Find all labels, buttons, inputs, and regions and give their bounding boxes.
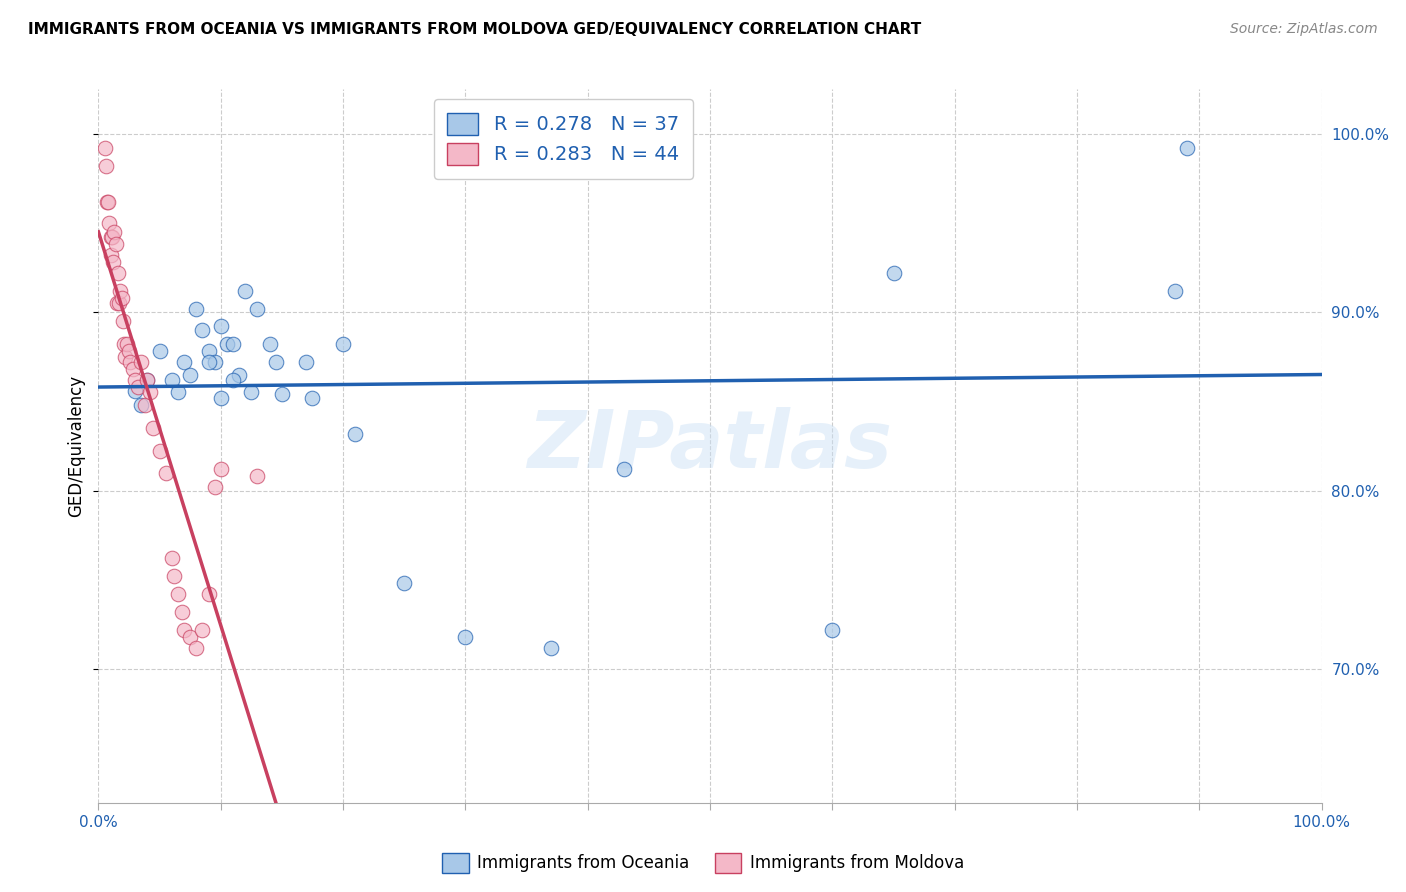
Point	[197, 355, 219, 369]
Point	[111, 291, 134, 305]
Point	[173, 355, 195, 369]
Point	[209, 462, 232, 476]
Point	[108, 296, 131, 310]
Point	[246, 469, 269, 483]
Point	[155, 466, 177, 480]
Point	[295, 355, 318, 369]
Point	[454, 630, 477, 644]
Point	[136, 373, 159, 387]
Point	[344, 426, 367, 441]
Point	[160, 373, 183, 387]
Point	[264, 355, 287, 369]
Point	[97, 194, 120, 209]
Point	[120, 355, 142, 369]
Point	[233, 284, 256, 298]
Point	[129, 398, 152, 412]
Point	[259, 337, 281, 351]
Point	[209, 391, 232, 405]
Point	[134, 398, 156, 412]
Point	[142, 421, 165, 435]
Y-axis label: GED/Equivalency: GED/Equivalency	[67, 375, 86, 517]
Point	[107, 266, 129, 280]
Point	[222, 373, 245, 387]
Point	[112, 337, 135, 351]
Point	[167, 587, 190, 601]
Text: IMMIGRANTS FROM OCEANIA VS IMMIGRANTS FROM MOLDOVA GED/EQUIVALENCY CORRELATION C: IMMIGRANTS FROM OCEANIA VS IMMIGRANTS FR…	[28, 22, 921, 37]
Point	[101, 255, 124, 269]
Point	[179, 630, 201, 644]
Point	[100, 248, 122, 262]
Point	[191, 623, 214, 637]
Point	[98, 216, 121, 230]
Point	[129, 355, 152, 369]
Legend: Immigrants from Oceania, Immigrants from Moldova: Immigrants from Oceania, Immigrants from…	[436, 847, 970, 880]
Point	[246, 301, 269, 316]
Point	[270, 387, 294, 401]
Point	[1164, 284, 1187, 298]
Point	[1175, 141, 1198, 155]
Point	[613, 462, 636, 476]
Point	[124, 373, 146, 387]
Point	[118, 344, 141, 359]
Point	[301, 391, 323, 405]
Point	[104, 237, 127, 252]
Point	[103, 225, 125, 239]
Point	[392, 576, 416, 591]
Point	[186, 640, 208, 655]
Point	[540, 640, 562, 655]
Point	[124, 384, 146, 398]
Point	[167, 385, 190, 400]
Point	[94, 159, 117, 173]
Point	[240, 385, 263, 400]
Text: Source: ZipAtlas.com: Source: ZipAtlas.com	[1230, 22, 1378, 37]
Text: ZIPatlas: ZIPatlas	[527, 407, 893, 485]
Point	[209, 319, 232, 334]
Point	[149, 344, 172, 359]
Point	[215, 337, 238, 351]
Point	[101, 230, 124, 244]
Point	[170, 605, 193, 619]
Point	[228, 368, 250, 382]
Point	[105, 296, 128, 310]
Point	[114, 350, 136, 364]
Point	[136, 373, 159, 387]
Point	[197, 344, 219, 359]
Point	[149, 444, 172, 458]
Point	[127, 380, 149, 394]
Point	[204, 480, 226, 494]
Point	[163, 569, 186, 583]
Point	[115, 337, 138, 351]
Point	[204, 355, 226, 369]
Point	[96, 194, 118, 209]
Point	[186, 301, 208, 316]
Point	[173, 623, 195, 637]
Point	[179, 368, 201, 382]
Point	[222, 337, 245, 351]
Point	[883, 266, 905, 280]
Point	[191, 323, 214, 337]
Point	[139, 385, 162, 400]
Point	[100, 230, 122, 244]
Point	[110, 284, 132, 298]
Point	[121, 362, 143, 376]
Legend: R = 0.278   N = 37, R = 0.283   N = 44: R = 0.278 N = 37, R = 0.283 N = 44	[433, 99, 693, 178]
Point	[160, 551, 183, 566]
Point	[332, 337, 354, 351]
Point	[93, 141, 115, 155]
Point	[821, 623, 844, 637]
Point	[111, 314, 134, 328]
Point	[197, 587, 219, 601]
